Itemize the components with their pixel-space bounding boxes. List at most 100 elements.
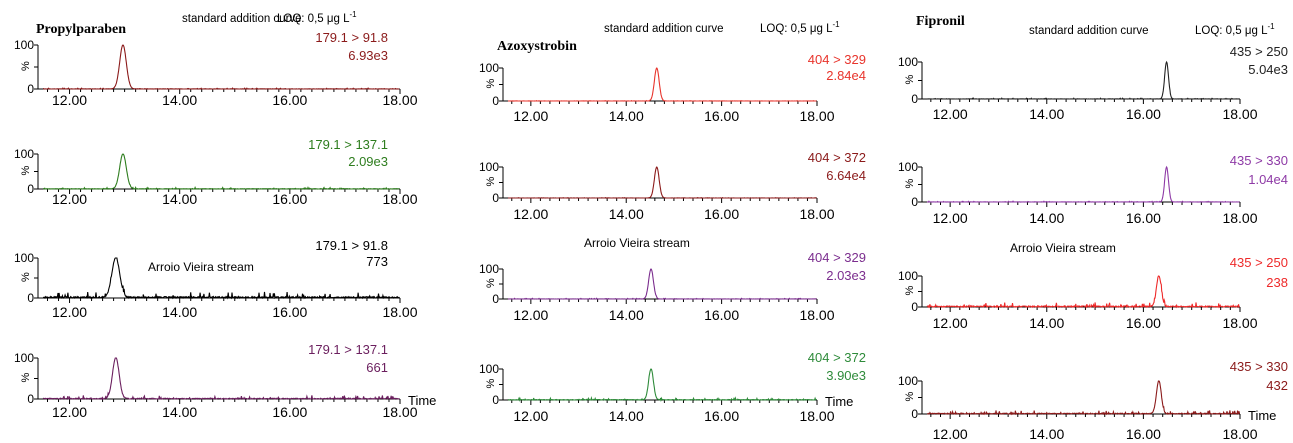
y-axis-label: % [485,278,497,288]
chart-title: standard addition curve [604,23,724,35]
chromatogram-panel: 100% 0 12.00 14.00 16.00 18.00 179.1 > 137.1 2.… [14,137,418,207]
y-axis-label: % [20,61,32,71]
y-axis-label: % [20,166,32,176]
loq-text: LOQ: 0,5 μg L [760,23,833,35]
y-axis-label: % [904,286,916,296]
chromatogram-trace [507,67,817,102]
x-tick-label: 18.00 [1222,106,1257,122]
compound-name: Azoxystrobin [497,39,577,54]
chart-title: standard addition curve [182,13,302,25]
intensity-label: 238 [1266,275,1288,290]
x-tick-label: 16.00 [1126,210,1161,226]
loq-exponent: -1 [349,10,357,19]
x-tick-label: 14.00 [609,307,644,323]
y-axis-label: % [20,373,32,383]
chromatogram-trace [42,357,400,401]
x-tick-label: 18.00 [799,307,834,323]
intensity-label: 1.04e4 [1248,172,1288,187]
chromatogram-panel: 100% 0 12.00 14.00 16.00 18.00 Time 435 > 330 43… [898,359,1288,442]
y-tick-label: 100 [479,160,499,174]
chart-azoxystrobin: Azoxystrobin standard addition curve LOQ: … [479,20,866,424]
x-tick-label: 12.00 [52,92,87,108]
y-axis-label: % [904,392,916,402]
transition-label: 404 > 372 [808,150,866,165]
x-tick-label: 12.00 [933,315,968,331]
x-tick-label: 12.00 [933,426,968,442]
y-axis-label: % [485,379,497,389]
intensity-label: 2.03e3 [826,268,866,283]
y-tick-label: 0 [27,392,34,406]
loq-text: LOQ: 0,5 μg L [277,13,350,25]
x-tick-label: 18.00 [382,92,417,108]
x-tick-label: 18.00 [1222,315,1257,331]
sample-label: Arroio Vieira stream [148,260,254,274]
chromatogram-trace [507,268,817,300]
x-tick-label: 14.00 [162,191,197,207]
x-tick-label: 12.00 [933,106,968,122]
y-tick-label: 0 [27,182,34,196]
chromatogram-panel: 100% 0 12.00 14.00 16.00 18.00 404 > 372 6.64e4 [479,150,866,222]
loq-label: LOQ: 0,5 μg L-1 [277,10,357,25]
chromatogram-panel: 100% 0 12.00 14.00 16.00 18.00 435 > 250 5.04e3 [898,44,1288,122]
x-tick-label: 16.00 [272,191,307,207]
chromatogram-panel: 100% 0 12.00 14.00 16.00 18.00 435 > 250 238 Arr… [898,241,1288,331]
y-tick-label: 100 [898,160,918,174]
transition-label: 179.1 > 137.1 [308,342,388,357]
x-tick-label: 16.00 [272,404,307,420]
loq-exponent: -1 [832,20,840,29]
transition-label: 179.1 > 137.1 [308,137,388,152]
x-tick-label: 14.00 [609,408,644,424]
transition-label: 179.1 > 91.8 [315,30,388,45]
x-tick-label: 14.00 [609,206,644,222]
x-tick-label: 14.00 [1029,210,1064,226]
x-tick-label: 12.00 [513,108,548,124]
intensity-label: 6.64e4 [826,168,866,183]
chart-fipronil: Fipronil standard addition curve LOQ: 0,5 … [898,14,1288,442]
chromatogram-trace [507,368,817,403]
x-tick-label: 12.00 [513,408,548,424]
x-tick-label: 12.00 [933,210,968,226]
y-tick-label: 100 [14,38,34,52]
x-tick-label: 18.00 [1222,426,1257,442]
x-tick-label: 14.00 [162,404,197,420]
transition-label: 435 > 330 [1230,359,1288,374]
transition-label: 404 > 372 [808,350,866,365]
x-tick-label: 18.00 [799,206,834,222]
y-tick-label: 100 [14,147,34,161]
y-tick-label: 0 [492,191,499,205]
y-tick-label: 100 [14,251,34,265]
x-tick-label: 14.00 [162,304,197,320]
y-tick-label: 100 [479,262,499,276]
x-tick-label: 16.00 [704,408,739,424]
y-axis-label: % [904,179,916,189]
x-tick-label: 18.00 [1222,210,1257,226]
x-tick-label: 14.00 [1029,106,1064,122]
intensity-label: 5.04e3 [1248,62,1288,77]
y-tick-label: 0 [27,82,34,96]
loq-text: LOQ: 0,5 μg L [1195,25,1268,37]
x-tick-label: 12.00 [52,191,87,207]
y-axis-label: % [20,272,32,282]
sample-label: Arroio Vieira stream [584,236,690,250]
y-tick-label: 100 [898,374,918,388]
chromatogram-panel: 100% 0 12.00 14.00 16.00 18.00 435 > 330 1.04e4 [898,153,1288,226]
y-tick-label: 0 [911,407,918,421]
y-tick-label: 100 [898,269,918,283]
x-tick-label: 18.00 [799,108,834,124]
compound-name: Propylparaben [36,22,126,37]
intensity-label: 432 [1266,378,1288,393]
x-axis-label: Time [825,394,853,409]
intensity-label: 661 [366,360,388,375]
x-tick-label: 16.00 [704,206,739,222]
intensity-label: 6.93e3 [348,48,388,63]
x-tick-label: 18.00 [382,191,417,207]
x-tick-label: 16.00 [1126,106,1161,122]
x-tick-label: 14.00 [1029,426,1064,442]
chart-title: standard addition curve [1029,25,1149,37]
chromatogram-trace [927,60,1240,100]
x-tick-label: 16.00 [704,108,739,124]
